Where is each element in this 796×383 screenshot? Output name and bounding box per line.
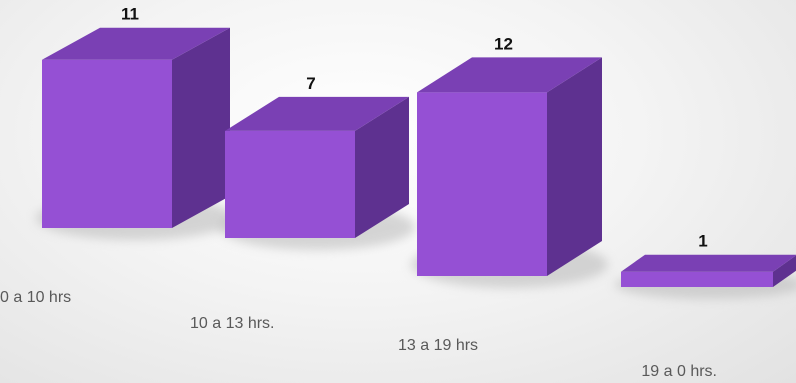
category-label: 13 a 19 hrs (398, 337, 478, 354)
bar-front-face (225, 130, 355, 238)
data-label: 7 (306, 74, 315, 93)
category-label: 19 a 0 hrs. (641, 363, 717, 380)
data-label: 11 (121, 5, 139, 24)
bar-top-face (42, 27, 230, 60)
bar (225, 96, 409, 239)
bar (42, 27, 230, 229)
bar-side-face (547, 57, 602, 277)
data-labels: 11 7 12 1 (121, 5, 708, 251)
bar-side-face (355, 96, 409, 239)
bar (621, 254, 796, 287)
data-label: 1 (698, 232, 707, 251)
category-label: 0 a 10 hrs (0, 289, 71, 306)
bars (42, 27, 796, 287)
bar-front-face (621, 271, 773, 287)
bar-side-face (773, 255, 796, 287)
bar-front-face (417, 92, 547, 277)
data-label: 12 (494, 34, 513, 53)
category-label: 10 a 13 hrs. (190, 315, 275, 332)
bar-side-face (172, 27, 230, 229)
bar-top-face (417, 57, 602, 93)
bar-top-face (621, 254, 796, 272)
bar-front-face (42, 59, 172, 229)
category-labels: 0 a 10 hrs 10 a 13 hrs. 13 a 19 hrs 19 a 0 … (0, 289, 717, 380)
bar (417, 57, 602, 277)
bar-top-face (225, 96, 409, 131)
